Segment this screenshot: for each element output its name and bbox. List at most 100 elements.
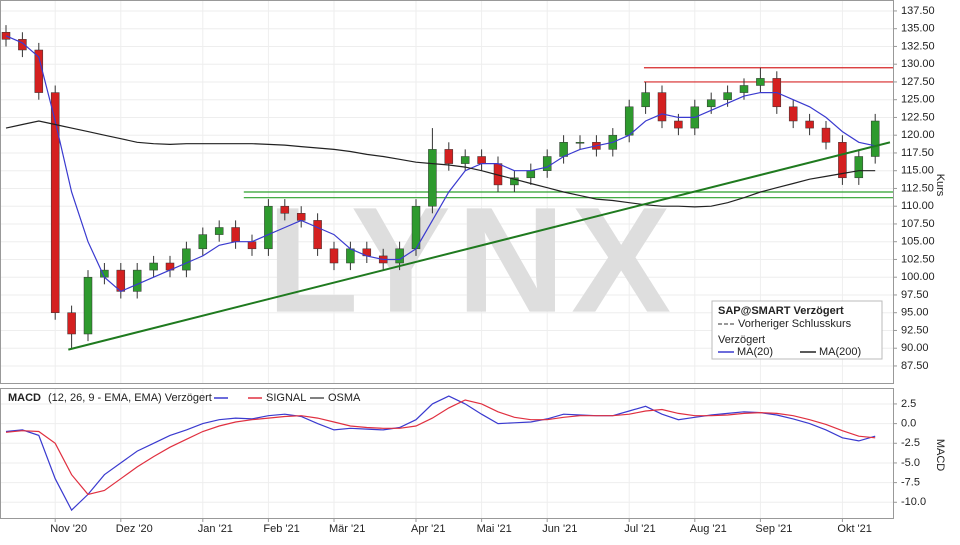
candle-body	[854, 156, 864, 179]
candle-body	[706, 99, 716, 108]
y-tick-label: -10.0	[901, 496, 926, 508]
y-axis-label: Kurs	[934, 174, 946, 197]
y-tick-label: 2.5	[901, 398, 916, 410]
ma-line	[5, 120, 876, 208]
y-tick-label: 110.00	[901, 200, 934, 212]
candle-body	[739, 85, 749, 93]
y-tick-label: -5.0	[901, 457, 920, 469]
candle-body	[1, 31, 11, 40]
x-tick-label: Jul '21	[624, 523, 655, 535]
y-tick-label: 130.00	[901, 58, 935, 70]
candle-body	[821, 127, 831, 143]
candle-body	[428, 149, 437, 207]
legend-subtitle: Verzögert	[718, 334, 765, 346]
legend-label: MA(200)	[819, 346, 861, 358]
legend-layer: SAP@SMART Verzögert Vorheriger Schlussku…	[8, 5, 946, 535]
x-tick-label: Feb '21	[263, 523, 299, 535]
candle-body	[395, 248, 404, 264]
y-tick-label: 120.00	[901, 129, 935, 141]
candle-body	[132, 269, 142, 292]
x-tick-label: Dez '20	[116, 523, 153, 535]
candle-body	[231, 227, 240, 242]
x-tick-label: Mär '21	[329, 523, 365, 535]
legend-label: Vorheriger Schlusskurs	[738, 318, 852, 330]
x-tick-label: Mai '21	[477, 523, 512, 535]
y-tick-label: 105.00	[901, 236, 935, 248]
candle-body	[198, 234, 208, 250]
y-tick-label: 137.50	[901, 5, 935, 17]
y-tick-label: 117.50	[901, 147, 934, 159]
candle-body	[510, 177, 519, 186]
candle-body	[460, 156, 470, 164]
candle-body	[313, 220, 322, 250]
y-tick-label: 135.00	[901, 23, 935, 35]
candle-body	[247, 241, 257, 250]
y-tick-label: 90.00	[901, 342, 929, 354]
x-tick-label: Apr '21	[411, 523, 446, 535]
x-tick-label: Nov '20	[50, 523, 87, 535]
candle-body	[411, 205, 421, 250]
candle-body	[264, 205, 273, 250]
candle-body	[214, 227, 224, 235]
candle-body	[870, 120, 880, 157]
y-tick-label: 122.50	[901, 111, 935, 123]
trend-line	[68, 141, 891, 351]
y-tick-label: 132.50	[901, 40, 935, 52]
legend-title: SAP@SMART Verzögert	[718, 305, 844, 317]
candle-body	[182, 248, 191, 271]
candle-body	[756, 78, 765, 86]
x-tick-label: Okt '21	[837, 523, 872, 535]
candle-body	[641, 92, 650, 108]
y-tick-label: 125.00	[901, 94, 935, 106]
macd-title: MACD	[8, 392, 41, 404]
candle-body	[296, 213, 306, 221]
candle-body	[788, 106, 798, 122]
candle-body	[805, 120, 814, 129]
candle-body	[149, 262, 158, 271]
candle-body	[67, 312, 76, 335]
y-tick-label: 112.50	[901, 182, 934, 194]
candle-body	[280, 205, 290, 214]
macd-panel	[0, 388, 894, 519]
candle-body	[674, 120, 683, 129]
candle-body	[723, 92, 732, 100]
x-tick-label: Jun '21	[542, 523, 577, 535]
candle-body	[83, 276, 93, 335]
candle-body	[346, 248, 355, 264]
y-tick-label: 100.00	[901, 271, 935, 283]
y-tick-label: -2.5	[901, 437, 920, 449]
candle-body	[477, 156, 486, 164]
candle-body	[18, 39, 27, 51]
mark-layer	[1, 25, 893, 512]
ma-line	[5, 35, 876, 293]
y-tick-label: -7.5	[901, 477, 920, 489]
y-axis-label: MACD	[934, 439, 946, 471]
y-tick-label: 97.50	[901, 289, 929, 301]
x-tick-label: Aug '21	[690, 523, 727, 535]
candle-body	[526, 170, 536, 179]
y-tick-label: 92.50	[901, 324, 929, 336]
macd-subtitle: (12, 26, 9 - EMA, EMA) Verzögert	[48, 392, 212, 404]
legend-label: MA(20)	[737, 346, 773, 358]
indicator-line	[5, 399, 876, 496]
y-tick-label: 0.0	[901, 418, 916, 430]
candle-body	[838, 142, 847, 179]
y-tick-label: 102.50	[901, 253, 935, 265]
y-tick-label: 115.00	[901, 165, 934, 177]
y-tick-label: 87.50	[901, 360, 929, 372]
x-tick-label: Sep '21	[755, 523, 792, 535]
candle-body	[657, 92, 667, 122]
x-tick-label: Jan '21	[198, 523, 233, 535]
candle-body	[575, 142, 585, 144]
candle-body	[624, 106, 634, 136]
candle-body	[444, 149, 454, 164]
legend-label: OSMA	[328, 392, 361, 404]
y-tick-label: 107.50	[901, 218, 935, 230]
candle-body	[50, 92, 60, 313]
legend-label: SIGNAL	[266, 392, 306, 404]
legend-box	[711, 300, 883, 360]
candle-body	[329, 248, 339, 264]
candle-body	[542, 156, 552, 171]
